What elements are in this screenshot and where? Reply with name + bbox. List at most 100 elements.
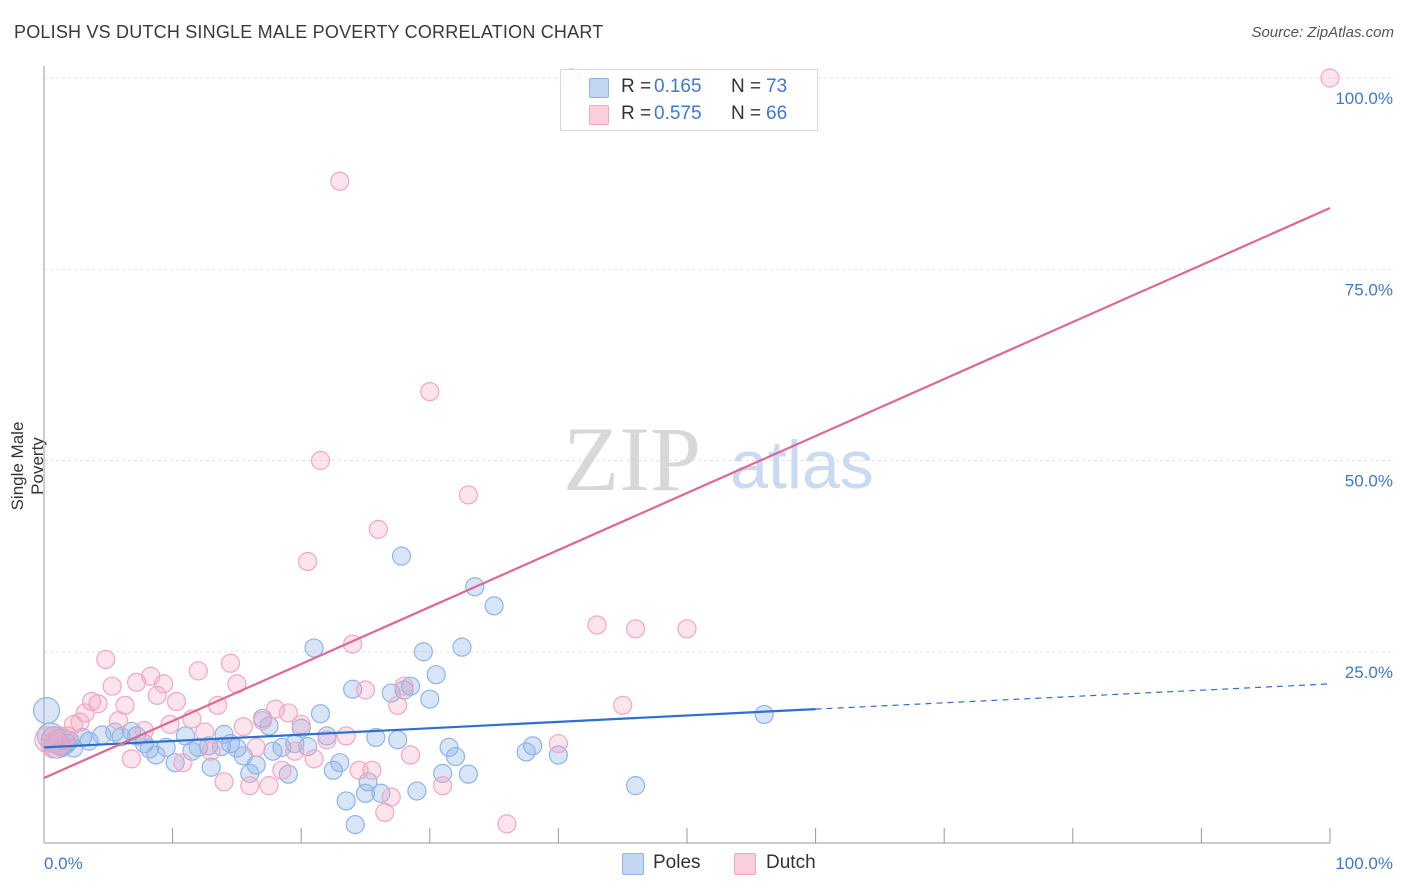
dutch-point	[153, 674, 174, 694]
dutch-point	[433, 776, 453, 796]
poles-point	[371, 783, 391, 803]
dutch-point	[613, 695, 633, 715]
dutch-point	[368, 519, 388, 539]
dutch-point	[285, 741, 305, 761]
x-tick-label-min: 0.0%	[44, 854, 83, 873]
dutch-point	[70, 712, 90, 732]
dutch-point	[57, 726, 77, 746]
dutch-point	[420, 382, 440, 402]
dutch-point	[298, 551, 318, 572]
dutch-point	[291, 714, 311, 735]
legend-n-value: 66	[766, 103, 788, 124]
legend-n-label: N =	[731, 76, 762, 97]
dutch-point	[388, 695, 408, 715]
legend-n-label: N =	[731, 103, 762, 124]
dutch-point	[1320, 68, 1340, 88]
legend-r-label: R =	[621, 103, 652, 124]
dutch-point	[166, 691, 187, 712]
poles-point	[201, 757, 221, 777]
dutch-point	[278, 703, 298, 723]
dutch-point	[548, 733, 569, 754]
dutch-point	[246, 737, 266, 757]
dutch-point	[259, 776, 279, 796]
dutch-point	[265, 699, 286, 719]
legend-r-value: 0.575	[654, 103, 702, 124]
poles-trend-extension	[815, 683, 1331, 710]
dutch-swatch	[589, 105, 609, 125]
dutch-point	[121, 749, 142, 769]
dutch-point	[458, 485, 478, 505]
dutch-point	[625, 619, 646, 639]
dutch-point	[96, 649, 116, 670]
dutch-legend-swatch	[734, 853, 756, 875]
poles-point	[246, 755, 266, 775]
chart-title: POLISH VS DUTCH SINGLE MALE POVERTY CORR…	[14, 22, 604, 42]
poles-trend-line	[43, 708, 816, 749]
poles-point	[298, 737, 318, 757]
poles-point	[146, 745, 166, 765]
dutch-point	[400, 745, 421, 765]
poles-legend-label: Poles	[653, 852, 701, 873]
poles-point	[407, 781, 427, 801]
x-tick-label-max: 100.0%	[1335, 854, 1393, 873]
poles-point	[391, 546, 412, 566]
dutch-point	[355, 680, 376, 700]
dutch-point	[220, 653, 241, 673]
y-tick-label: 100.0%	[1335, 89, 1393, 108]
dutch-point	[102, 676, 122, 696]
poles-point	[420, 689, 440, 709]
dutch-point	[115, 695, 135, 715]
dutch-point	[272, 760, 292, 780]
tick-labels: 100.0% 75.0% 50.0% 25.0% 0.0% 100.0%	[44, 89, 1393, 873]
poles-point	[445, 746, 466, 767]
dutch-trend-line	[43, 207, 1331, 779]
poles-point	[259, 716, 279, 736]
dutch-point	[362, 760, 382, 780]
poles-point	[323, 760, 343, 780]
poles-legend-swatch	[622, 853, 644, 875]
poles-point	[366, 727, 386, 748]
dutch-point	[188, 661, 208, 681]
legend-r-label: R =	[621, 76, 652, 97]
poles-point	[388, 730, 408, 750]
poles-point	[754, 704, 774, 725]
y-tick-label: 25.0%	[1345, 663, 1393, 682]
poles-point	[523, 736, 543, 756]
legend-row-poles: R = 0.165 N = 73	[561, 74, 817, 100]
poles-point	[336, 791, 356, 811]
dutch-point	[304, 749, 324, 769]
legend-n-value: 73	[766, 76, 788, 97]
poles-point	[272, 737, 292, 757]
dutch-point	[147, 685, 167, 705]
poles-point	[227, 738, 247, 758]
y-tick-label: 50.0%	[1345, 472, 1393, 491]
poles-point	[452, 637, 472, 657]
poles-point	[304, 638, 324, 658]
source-credit: Source: ZipAtlas.com	[1251, 24, 1394, 41]
poles-point	[156, 737, 176, 757]
poles-point	[32, 697, 61, 725]
watermark-atlas: atlas	[730, 427, 874, 503]
dutch-point	[126, 672, 147, 692]
poles-point	[310, 704, 331, 724]
legend-r-value: 0.165	[654, 76, 702, 97]
dutch-point	[394, 676, 414, 696]
watermark-zip: ZIP	[563, 408, 701, 510]
dutch-point	[201, 741, 221, 761]
dutch-point	[381, 787, 401, 807]
dutch-point	[214, 772, 234, 792]
stats-legend: R = 0.165 N = 73 R = 0.575 N = 66	[560, 69, 818, 131]
trend-lines	[43, 207, 1331, 779]
poles-point	[426, 665, 446, 685]
dutch-point	[587, 615, 607, 635]
dutch-legend-label: Dutch	[766, 852, 816, 873]
poles-point	[330, 753, 350, 773]
dutch-point	[677, 619, 697, 639]
poles-point	[355, 783, 376, 803]
poles-point	[458, 764, 478, 784]
dutch-point	[310, 450, 331, 471]
poles-point	[625, 776, 646, 796]
dutch-point	[497, 814, 517, 834]
poles-point	[413, 642, 433, 662]
